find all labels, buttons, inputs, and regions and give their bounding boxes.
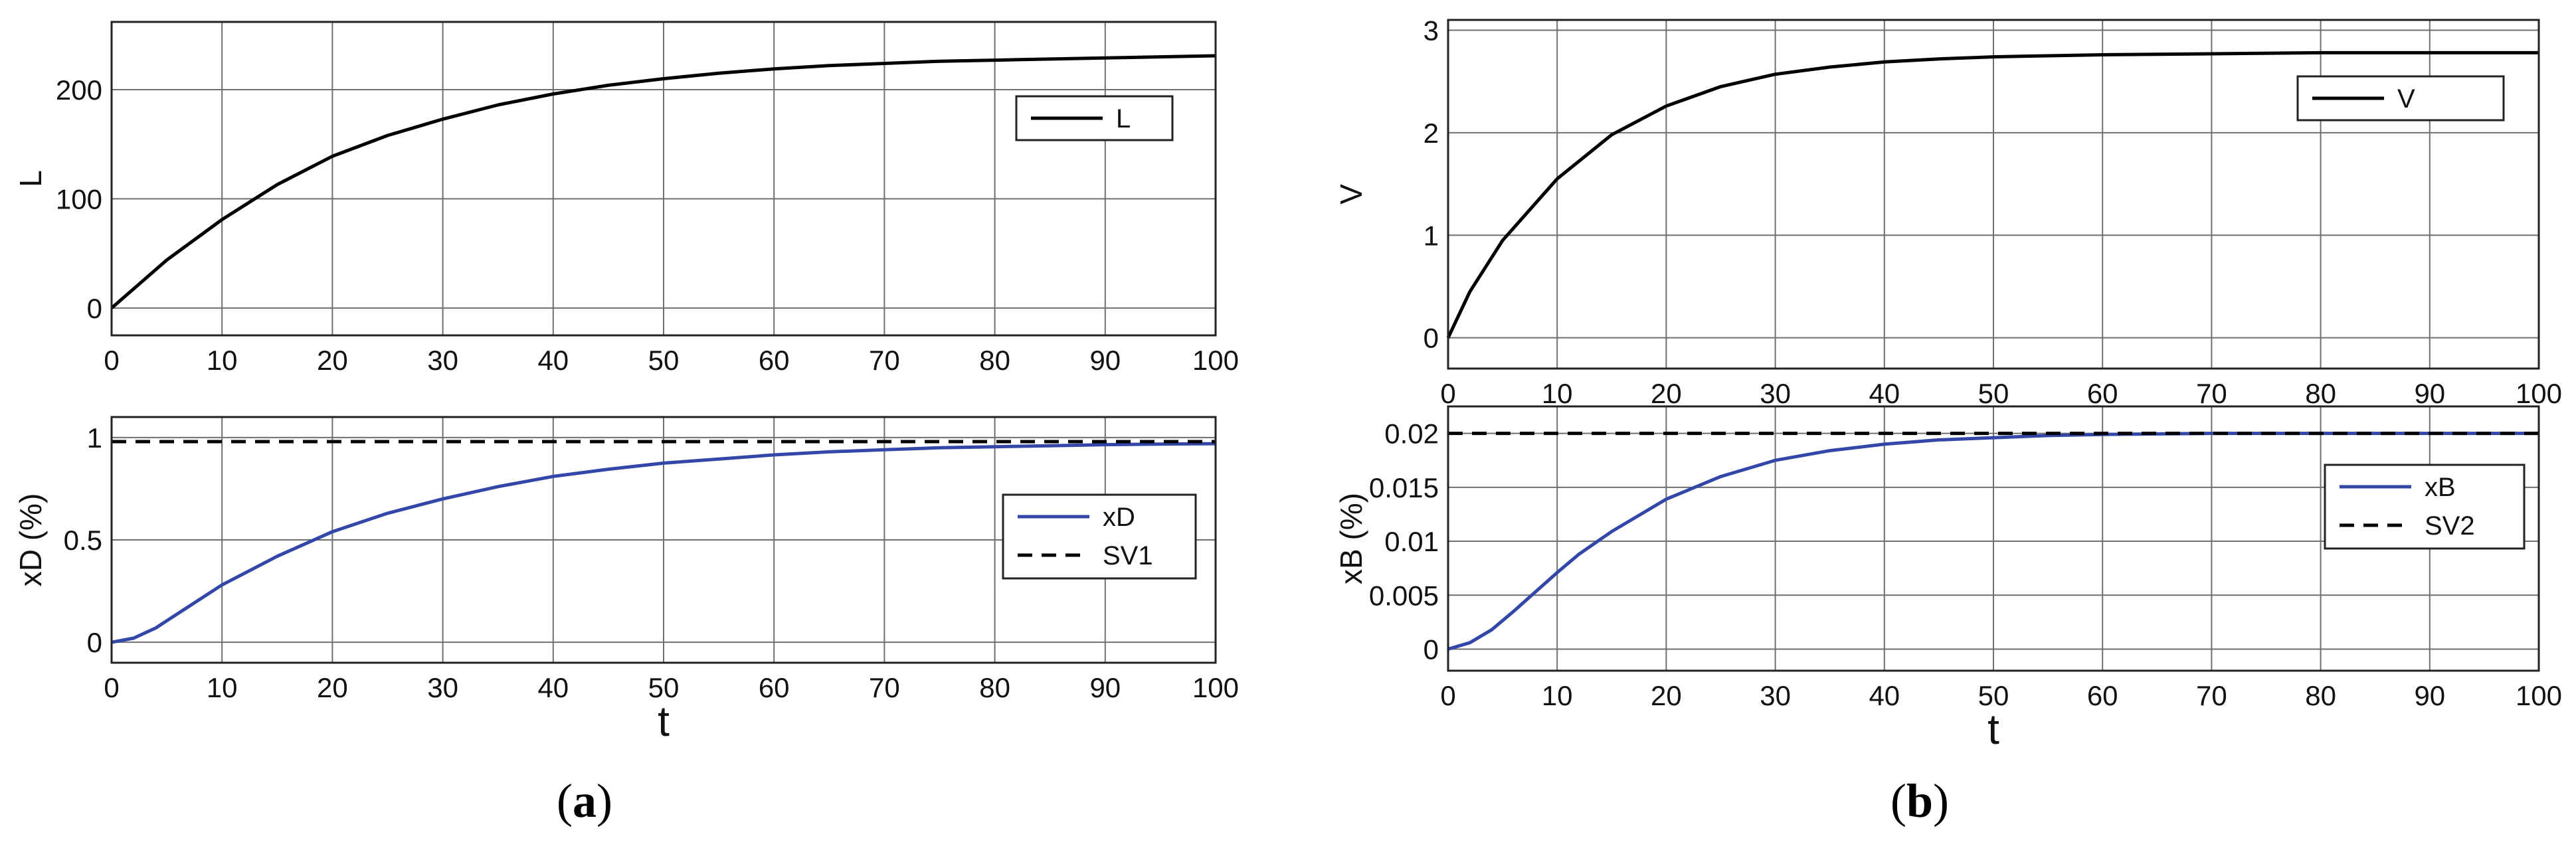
x-tick-label: 40 [537,672,569,703]
y-tick-label: 0.02 [1384,418,1439,450]
legend-label-SV1: SV1 [1103,541,1153,570]
x-tick-label: 50 [648,345,680,376]
chart-a-top: 0 10 20 30 40 50 60 70 80 90 100 0 100 200 L L [13,21,1239,376]
x-tick-label: 30 [1760,378,1791,409]
y-axis-label: V [1334,184,1368,205]
x-tick-label: 10 [207,345,238,376]
y-axis-label: xB (%) [1334,493,1368,584]
x-tick-label: 10 [1542,378,1573,409]
series-line-L [110,54,1216,309]
x-tick-label: 0 [104,672,119,703]
x-tick-label: 30 [427,345,458,376]
x-tick-label: 20 [1651,680,1682,711]
chart-b-top: 0 10 20 30 40 50 60 70 80 90 100 0 1 2 3 V V [1334,15,2562,409]
x-tick-label: 40 [1869,680,1900,711]
axes-box [1447,19,2540,370]
x-tick-label: 40 [1869,378,1900,409]
x-tick-label: 90 [2414,680,2445,711]
x-tick-label: 60 [759,672,790,703]
x-tick-label: 0 [104,345,119,376]
subfigure-label-b: (b) [1890,774,1949,827]
subfigure-label-a: (a) [557,774,612,827]
legend-label-L: L [1116,104,1131,133]
x-tick-label: 50 [1978,680,2009,711]
x-tick-label: 50 [1978,378,2009,409]
x-tick-label: 90 [1089,345,1121,376]
y-tick-label: 1 [1424,220,1439,251]
legend-label-xD: xD [1103,503,1135,532]
x-axis-label: t [658,697,670,745]
legend-box [2324,464,2526,550]
x-tick-label: 100 [1192,345,1239,376]
series-line-xD [111,442,1216,644]
axes-box [1447,405,2540,672]
x-tick-label: 80 [979,672,1010,703]
y-tick-label: 1 [87,422,102,454]
x-tick-label: 50 [648,672,680,703]
x-tick-label: 20 [1651,378,1682,409]
x-tick-label: 0 [1440,680,1455,711]
x-tick-label: 60 [2087,378,2118,409]
x-tick-label: 70 [869,672,900,703]
x-tick-label: 40 [537,345,569,376]
legend-box [1002,493,1197,580]
x-tick-label: 10 [207,672,238,703]
x-tick-label: 90 [1089,672,1121,703]
x-tick-label: 10 [1542,680,1573,711]
legend-label-V: V [2397,84,2415,114]
axes-box [110,21,1217,337]
x-tick-label: 70 [869,345,900,376]
legend-label-xB: xB [2425,473,2456,502]
x-tick-label: 70 [2196,378,2227,409]
y-tick-label: 0 [1424,634,1439,665]
x-tick-label: 60 [759,345,790,376]
y-axis-label: xD (%) [13,493,48,587]
y-axis-label: L [13,170,48,187]
axes-box [110,416,1217,664]
y-tick-label: 200 [56,74,102,106]
legend-label-SV2: SV2 [2425,511,2475,541]
series-line-V [1446,50,2539,339]
x-tick-label: 80 [2305,378,2336,409]
x-tick-label: 100 [2516,378,2562,409]
y-tick-label: 0.005 [1369,580,1439,611]
x-tick-label: 70 [2196,680,2227,711]
chart-a-bottom: 0 10 20 30 40 50 60 70 80 90 100 0 0.5 1 xD (%) t xD SV1 [13,416,1239,745]
x-tick-label: 30 [427,672,458,703]
y-tick-label: 0 [87,627,102,658]
y-tick-label: 0 [87,293,102,324]
y-tick-label: 0.015 [1369,472,1439,503]
x-tick-label: 100 [2516,680,2562,711]
y-tick-label: 0.01 [1384,526,1439,557]
x-tick-label: 20 [317,672,348,703]
x-tick-label: 20 [317,345,348,376]
x-tick-label: 30 [1760,680,1791,711]
x-tick-label: 60 [2087,680,2118,711]
x-tick-label: 90 [2414,378,2445,409]
y-tick-label: 0.5 [64,525,102,556]
x-tick-label: 80 [2305,680,2336,711]
x-tick-label: 0 [1440,378,1455,409]
y-tick-label: 100 [56,183,102,214]
x-axis-label: t [1987,705,1999,753]
x-tick-label: 100 [1192,672,1239,703]
y-tick-label: 0 [1424,323,1439,354]
chart-b-bottom: 0 10 20 30 40 50 60 70 80 90 100 0 0.005 0.01 0.015 0.0… [1334,405,2562,753]
x-tick-label: 80 [979,345,1010,376]
y-tick-label: 2 [1424,118,1439,149]
y-tick-label: 3 [1424,15,1439,46]
